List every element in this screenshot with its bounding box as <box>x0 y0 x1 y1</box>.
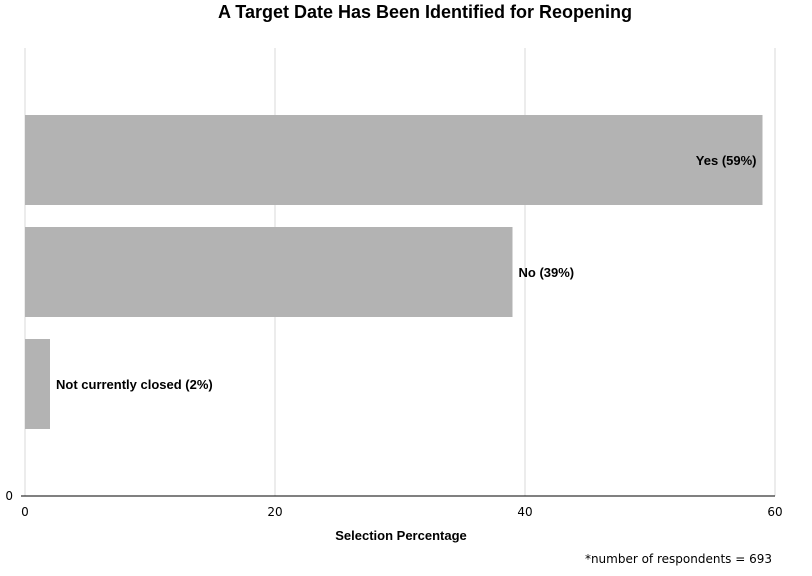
respondents-footnote: *number of respondents = 693 <box>584 552 772 566</box>
bar-not-currently-closed <box>25 339 50 429</box>
bars-layer <box>25 115 763 429</box>
bar-label-no: No (39%) <box>519 265 575 280</box>
x-tick-label-60: 60 <box>767 505 782 519</box>
axis-layer: 0 20 40 60 0 <box>5 489 782 519</box>
bar-yes <box>25 115 763 205</box>
x-axis-title: Selection Percentage <box>335 528 467 543</box>
x-tick-label-0: 0 <box>21 505 29 519</box>
bar-label-not-currently-closed: Not currently closed (2%) <box>56 377 213 392</box>
x-tick-label-40: 40 <box>517 505 532 519</box>
labels-layer: Yes (59%) No (39%) Not currently closed (2… <box>56 153 757 392</box>
x-tick-label-20: 20 <box>267 505 282 519</box>
chart-title: A Target Date Has Been Identified for Re… <box>217 2 633 22</box>
y-tick-label-0: 0 <box>5 489 13 503</box>
bar-no <box>25 227 513 317</box>
bar-label-yes: Yes (59%) <box>696 153 757 168</box>
